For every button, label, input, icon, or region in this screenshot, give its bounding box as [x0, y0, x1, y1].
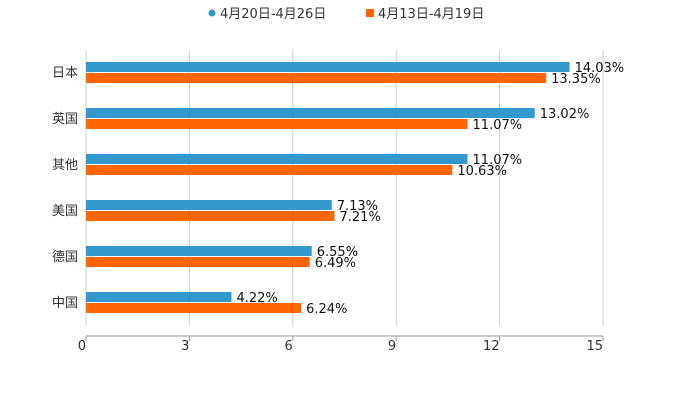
bar-current-week	[86, 292, 232, 302]
category-label: 德国	[52, 250, 78, 265]
x-tick-label: 9	[388, 339, 396, 354]
bar-previous-week	[86, 257, 310, 267]
data-label: 13.02%	[540, 107, 590, 122]
data-label: 13.35%	[551, 72, 601, 87]
x-tick-label: 3	[181, 339, 189, 354]
bar-current-week	[86, 200, 332, 210]
bar-previous-week	[86, 211, 335, 221]
bar-current-week	[86, 154, 468, 164]
legend-label: 4月13日-4月19日	[378, 7, 484, 22]
data-label: 6.49%	[315, 256, 356, 271]
data-label: 7.13%	[337, 199, 378, 214]
category-label: 日本	[52, 66, 78, 81]
bar-current-week	[86, 62, 570, 72]
bar-previous-week	[86, 73, 547, 83]
legend-marker-square	[366, 9, 374, 17]
data-label: 6.55%	[317, 245, 358, 260]
data-label: 7.21%	[340, 210, 381, 225]
data-label: 14.03%	[575, 61, 625, 76]
bar-previous-week	[86, 165, 453, 175]
bar-previous-week	[86, 119, 468, 129]
category-label: 中国	[52, 296, 78, 311]
category-label: 美国	[52, 204, 78, 219]
legend-marker-circle	[208, 9, 216, 17]
data-label: 11.07%	[473, 118, 523, 133]
bar-current-week	[86, 246, 312, 256]
data-label: 11.07%	[473, 153, 523, 168]
bar-current-week	[86, 108, 535, 118]
x-tick-label: 6	[285, 339, 293, 354]
data-label: 6.24%	[306, 302, 347, 317]
data-label: 4.22%	[236, 291, 277, 306]
x-tick-label: 12	[483, 339, 500, 354]
x-tick-label: 15	[586, 339, 603, 354]
data-label: 10.63%	[457, 164, 507, 179]
category-label: 英国	[52, 112, 78, 127]
legend-label: 4月20日-4月26日	[220, 7, 326, 22]
category-label: 其他	[52, 158, 78, 173]
x-tick-label: 0	[78, 339, 86, 354]
bar-previous-week	[86, 303, 302, 313]
